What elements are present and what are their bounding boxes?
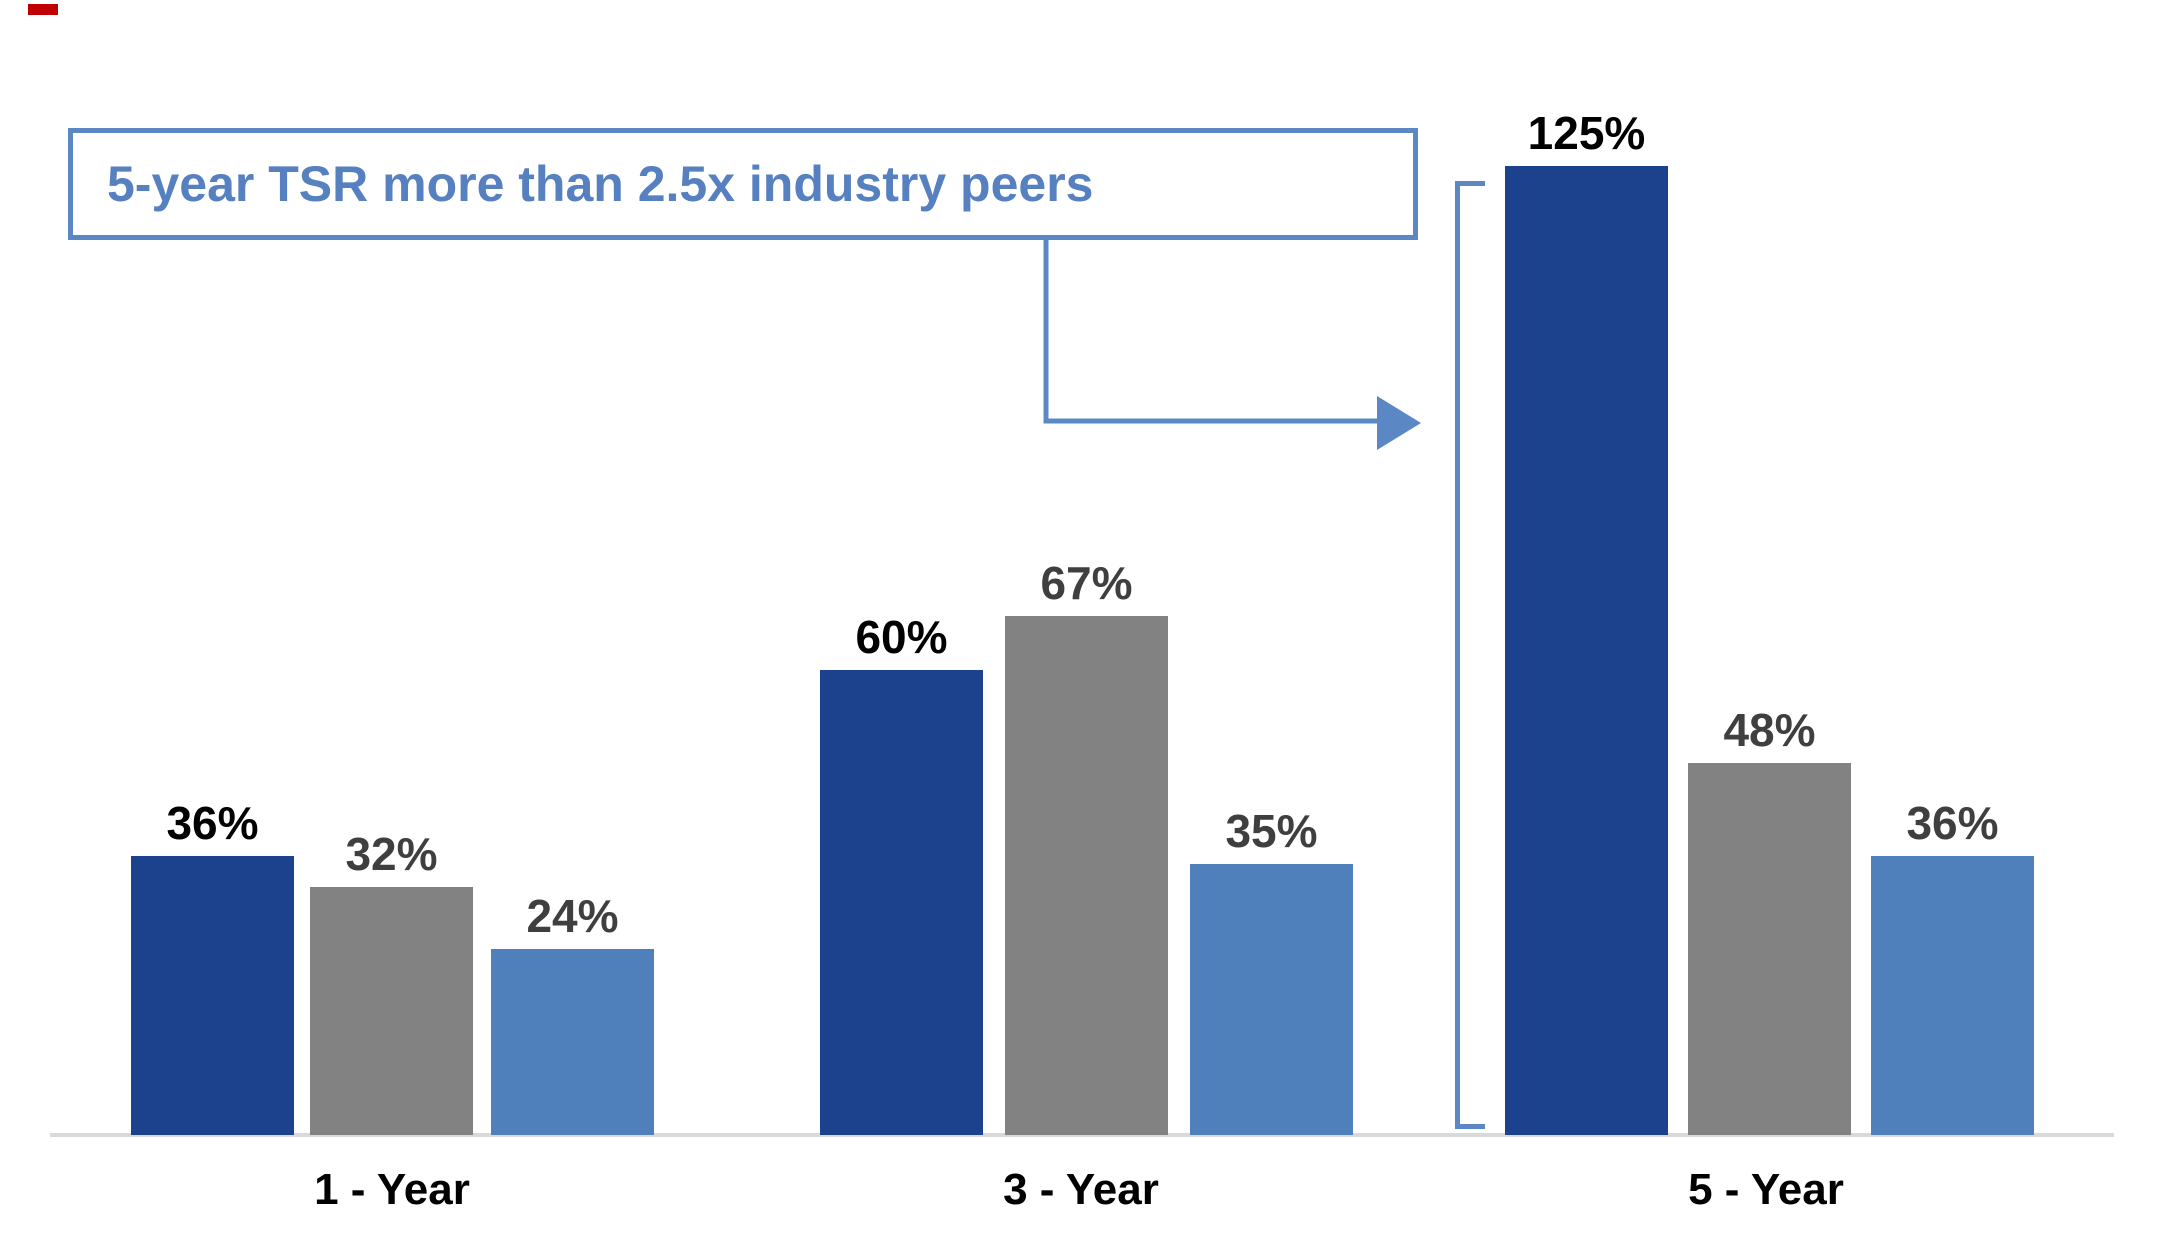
highlight-bracket [1455, 181, 1485, 1129]
bar-5year-peer-gray: 48% [1688, 707, 1851, 1135]
bar-value-label: 125% [1527, 107, 1646, 159]
bar-1year-peer-blue: 24% [491, 893, 654, 1135]
bar-value-label: 24% [526, 890, 619, 942]
callout-text: 5-year TSR more than 2.5x industry peers [107, 156, 1094, 212]
arrowhead-icon [1377, 396, 1421, 450]
red-corner-mark [28, 4, 58, 15]
bar-value-label: 60% [855, 611, 948, 663]
bar-value-label: 32% [345, 828, 438, 880]
axis-label-3year: 3 - Year [1003, 1165, 1159, 1214]
callout-box: 5-year TSR more than 2.5x industry peers [68, 128, 1418, 240]
bar-1year-peer-gray: 32% [310, 831, 473, 1135]
bar-5year-company: 125% [1505, 110, 1668, 1135]
bar-3year-company: 60% [820, 614, 983, 1135]
bar-1year-company: 36% [131, 800, 294, 1135]
bar-value-label: 48% [1723, 704, 1816, 756]
bar-value-label: 36% [1906, 797, 1999, 849]
connector-line [1043, 240, 1380, 424]
bar-value-label: 35% [1225, 805, 1318, 857]
bar-value-label: 67% [1040, 557, 1133, 609]
bar-3year-peer-gray: 67% [1005, 560, 1168, 1135]
x-axis-line [50, 1133, 2114, 1137]
bar-5year-peer-blue: 36% [1871, 800, 2034, 1135]
axis-label-5year: 5 - Year [1688, 1165, 1844, 1214]
bar-value-label: 36% [166, 797, 259, 849]
bar-3year-peer-blue: 35% [1190, 808, 1353, 1135]
axis-label-1year: 1 - Year [314, 1165, 470, 1214]
